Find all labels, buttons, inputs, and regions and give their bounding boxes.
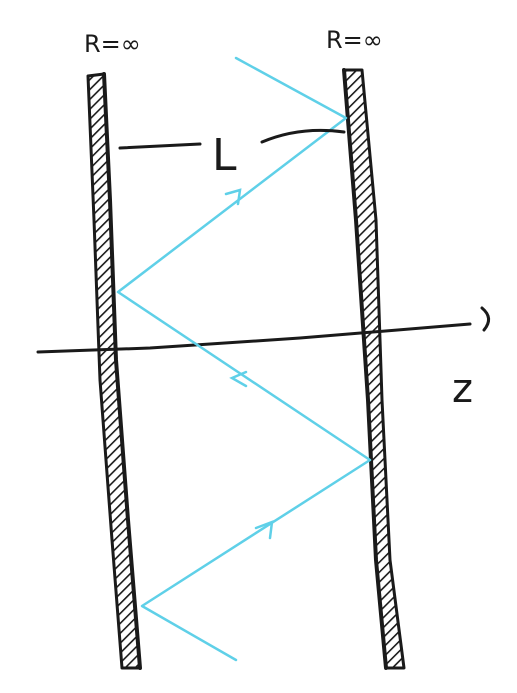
separation-marker: L [118,128,346,181]
separation-label: L [212,130,237,181]
ray-path [116,56,372,662]
z-axis-arrowhead [480,306,490,332]
light-ray [116,56,372,662]
ray-arrow-1-icon [224,188,242,206]
right-mirror-label: R=∞ [326,26,383,54]
right-mirror-surface [342,68,388,670]
z-axis-label: z [452,366,473,412]
z-axis-line [36,322,472,354]
left-mirror-label: R=∞ [84,30,141,58]
right-mirror [342,68,406,670]
ray-arrow-3-icon [254,520,274,540]
ray-arrow-2-icon [229,370,248,388]
left-mirror-surface [102,72,142,670]
separation-right-line [260,128,346,144]
left-mirror [86,72,142,670]
separation-left-line [118,142,202,150]
z-axis [36,306,490,354]
